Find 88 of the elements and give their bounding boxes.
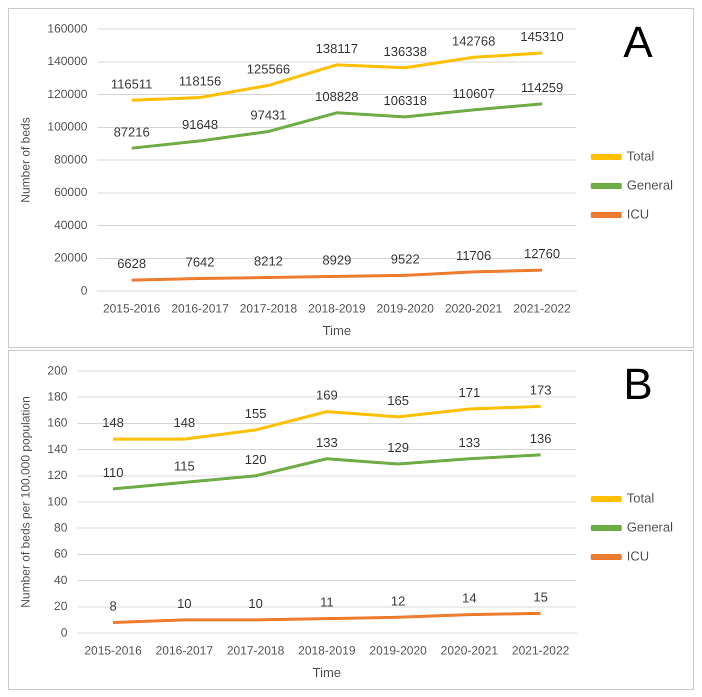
data-label: 10 — [177, 596, 192, 611]
text: B — [623, 360, 653, 410]
data-label: 171 — [458, 385, 480, 400]
x-tick-label: 2021-2022 — [512, 644, 570, 658]
y-tick-label: 140 — [47, 442, 68, 456]
data-label: 9522 — [390, 251, 420, 266]
data-label: 148 — [102, 415, 124, 430]
y-tick-label: 140000 — [47, 54, 88, 68]
x-tick-label: 2017-2018 — [240, 302, 298, 316]
data-label: 12 — [390, 593, 406, 608]
y-tick-label: 60 — [54, 546, 68, 561]
data-label: 110 — [102, 464, 124, 480]
y-tick-label: 180 — [47, 390, 68, 404]
data-label: 10 — [248, 596, 263, 611]
data-label: 15 — [533, 589, 548, 604]
y-tick-label: 0 — [60, 625, 68, 640]
x-tick-label: 2020-2021 — [440, 644, 498, 658]
x-tick-label: 2018-2019 — [308, 302, 366, 316]
y-tick-label: 0 — [80, 283, 88, 298]
data-label: 173 — [530, 382, 552, 398]
y-tick-label: 160 — [47, 416, 68, 430]
data-label: 169 — [316, 388, 338, 403]
data-label: 110607 — [452, 86, 495, 101]
data-label: 133 — [316, 434, 338, 450]
y-tick-label: 120 — [47, 468, 68, 482]
y-tick-label: 60000 — [54, 185, 88, 200]
x-axis-title: Time — [322, 322, 352, 338]
data-label: 114259 — [520, 80, 564, 95]
legend-label: ICU — [626, 206, 650, 222]
data-label: 138117 — [316, 40, 358, 56]
data-label: 11706 — [456, 248, 492, 263]
data-label: 6628 — [117, 256, 146, 272]
data-label: 14 — [462, 590, 477, 606]
x-tick-label: 2021-2022 — [513, 302, 572, 316]
legend-label: General — [626, 520, 674, 535]
data-label: 106318 — [384, 92, 427, 108]
data-label: 7642 — [186, 254, 215, 270]
x-tick-label: 2017-2018 — [226, 644, 285, 658]
data-label: 136 — [530, 430, 552, 446]
data-label: 142768 — [452, 33, 496, 48]
legend-label: General — [626, 178, 674, 193]
data-label: 118156 — [178, 74, 222, 89]
data-label: 133 — [458, 434, 480, 450]
data-label: 11 — [320, 594, 334, 610]
x-tick-label: 2018-2019 — [298, 644, 356, 658]
y-tick-label: 100000 — [47, 120, 88, 134]
y-tick-label: 40000 — [54, 218, 88, 232]
data-label: 116511 — [110, 76, 152, 92]
x-axis-title: Time — [312, 664, 342, 680]
y-tick-label: 20 — [54, 599, 68, 614]
x-tick-label: 2019-2020 — [369, 644, 428, 658]
data-label: 8212 — [254, 254, 283, 269]
data-label: 136338 — [384, 44, 427, 59]
data-label: 12760 — [524, 246, 560, 262]
x-tick-label: 2020-2021 — [444, 302, 503, 316]
data-label: 129 — [387, 440, 409, 456]
data-label: 115 — [174, 458, 195, 474]
y-tick-label: 120000 — [47, 86, 88, 101]
data-label: 120 — [244, 452, 266, 467]
x-tick-label: 2015-2016 — [102, 302, 161, 316]
y-tick-label: 80 — [54, 520, 68, 535]
y-axis-title: Number of beds — [18, 117, 33, 203]
text: A — [623, 18, 654, 68]
legend-label: Total — [626, 148, 654, 164]
x-tick-label: 2016-2017 — [156, 644, 214, 658]
data-label: 87216 — [114, 124, 150, 140]
y-tick-label: 200 — [47, 363, 68, 378]
data-label: 155 — [244, 406, 266, 422]
y-tick-label: 160000 — [47, 21, 88, 36]
y-tick-label: 80000 — [54, 152, 88, 166]
data-label: 8929 — [322, 252, 352, 268]
data-label: 97431 — [250, 108, 287, 123]
x-tick-label: 2019-2020 — [376, 302, 434, 316]
data-label: 145310 — [520, 29, 564, 44]
data-label: 108828 — [315, 88, 359, 104]
data-label: 125566 — [246, 61, 290, 76]
y-tick-label: 100 — [47, 494, 68, 508]
y-axis-title: Number of beds per 100,000 population — [18, 396, 33, 608]
data-label: 165 — [387, 392, 409, 408]
legend-label: Total — [626, 490, 654, 506]
data-label: 91648 — [182, 117, 218, 132]
data-label: 148 — [173, 415, 196, 430]
legend-label: ICU — [626, 548, 650, 564]
x-tick-label: 2015-2016 — [84, 644, 142, 658]
data-label: 8 — [109, 598, 117, 614]
y-tick-label: 40 — [54, 572, 68, 587]
y-tick-label: 20000 — [54, 250, 88, 265]
x-tick-label: 2016-2017 — [171, 302, 230, 316]
